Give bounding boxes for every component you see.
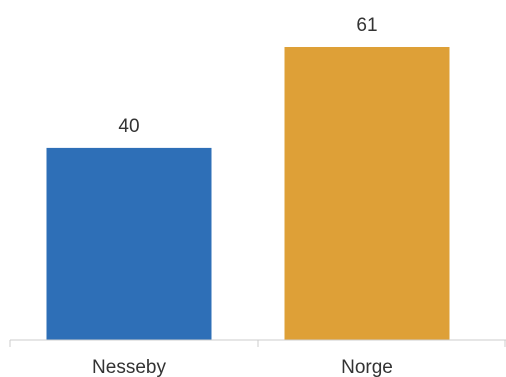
value-label-nesseby: 40 <box>118 116 139 137</box>
x-tick-label-nesseby: Nesseby <box>92 357 166 377</box>
x-axis-ticks <box>9 340 506 347</box>
value-label-norge: 61 <box>356 15 377 36</box>
bar-nesseby <box>46 147 212 340</box>
labels-group: 40 Nesseby 61 Norge <box>92 15 393 377</box>
bar-norge <box>284 47 450 340</box>
bars-group <box>46 47 450 340</box>
x-tick-label-norge: Norge <box>341 357 393 377</box>
